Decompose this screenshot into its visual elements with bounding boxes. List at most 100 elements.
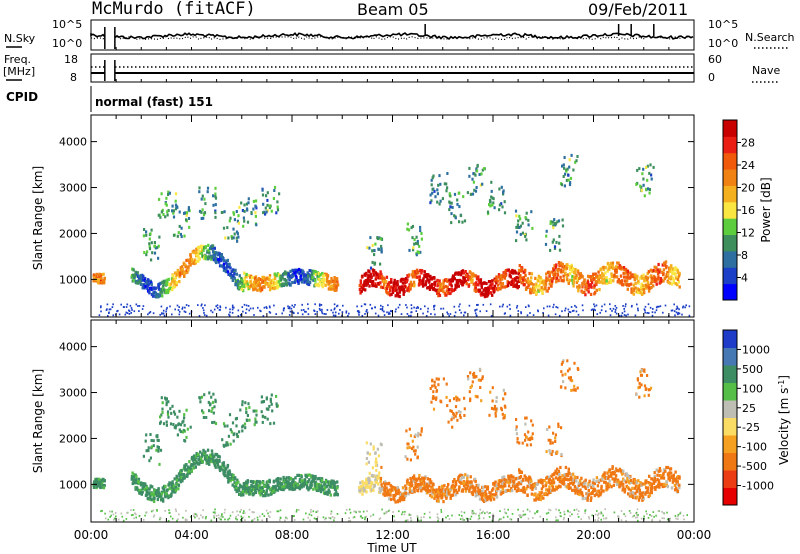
echo-cell xyxy=(555,240,558,244)
echo-cell xyxy=(412,280,416,284)
echo-cell xyxy=(410,304,413,306)
echo-cell xyxy=(526,484,529,488)
echo-cell xyxy=(185,408,188,412)
nsky-line xyxy=(90,32,694,40)
echo-cell xyxy=(255,223,258,227)
echo-cell xyxy=(210,309,212,312)
echo-cell xyxy=(600,280,603,284)
echo-cell xyxy=(650,491,653,495)
echo-cell xyxy=(237,480,240,484)
echo-cell xyxy=(471,177,474,181)
echo-cell xyxy=(630,287,633,291)
echo-cell xyxy=(666,466,670,470)
echo-cell xyxy=(620,480,623,484)
echo-cell xyxy=(336,486,339,490)
echo-cell xyxy=(179,480,182,484)
echo-cell xyxy=(568,271,572,276)
echo-cell xyxy=(551,240,554,244)
echo-cell xyxy=(563,184,566,188)
echo-cell xyxy=(521,477,525,482)
echo-cell xyxy=(300,278,303,282)
echo-cell xyxy=(187,217,191,220)
echo-cell xyxy=(253,484,256,488)
echo-cell xyxy=(301,313,304,316)
echo-cell xyxy=(398,497,402,501)
echo-cell xyxy=(285,476,288,480)
echo-cell xyxy=(551,449,554,453)
echo-cell xyxy=(217,260,221,264)
echo-cell xyxy=(325,272,328,276)
echo-cell xyxy=(641,495,645,499)
echo-cell xyxy=(406,442,409,446)
nsky-label: N.Sky xyxy=(4,32,36,45)
echo-cell xyxy=(166,410,170,414)
echo-cell xyxy=(264,282,268,286)
echo-cell xyxy=(164,291,168,295)
echo-cell xyxy=(161,401,164,405)
echo-cell xyxy=(429,201,432,205)
echo-cell xyxy=(218,264,222,268)
echo-cell xyxy=(495,487,498,491)
echo-cell xyxy=(278,273,281,277)
echo-cell xyxy=(495,407,498,411)
echo-cell xyxy=(466,476,469,480)
echo-cell xyxy=(562,274,565,278)
echo-cell xyxy=(232,236,235,240)
echo-cell xyxy=(632,275,635,279)
echo-cell xyxy=(504,478,508,482)
echo-cell xyxy=(153,496,156,500)
echo-cell xyxy=(227,470,230,474)
echo-cell xyxy=(568,165,571,169)
echo-cell xyxy=(273,185,277,189)
echo-cell xyxy=(419,268,422,273)
echo-cell xyxy=(154,286,157,290)
echo-cell xyxy=(232,227,235,231)
echo-cell xyxy=(275,313,277,315)
echo-cell xyxy=(365,310,367,313)
echo-cell xyxy=(453,478,456,482)
echo-cell xyxy=(510,475,514,479)
echo-cell xyxy=(468,166,471,170)
echo-cell xyxy=(635,490,639,494)
echo-cell xyxy=(166,213,169,217)
echo-cell xyxy=(556,220,559,224)
echo-cell xyxy=(153,244,156,248)
echo-cell xyxy=(519,217,522,221)
echo-cell xyxy=(586,280,590,284)
echo-cell xyxy=(507,474,510,478)
echo-cell xyxy=(493,206,496,210)
echo-cell xyxy=(517,219,520,223)
echo-cell xyxy=(293,484,296,488)
echo-cell xyxy=(586,485,590,489)
echo-cell xyxy=(571,488,574,492)
echo-cell xyxy=(385,275,389,279)
echo-cell xyxy=(591,308,594,311)
echo-cell xyxy=(163,494,167,498)
echo-cell xyxy=(251,276,254,280)
echo-cell xyxy=(564,172,567,176)
echo-cell xyxy=(506,305,509,308)
echo-cell xyxy=(554,433,557,437)
echo-cell xyxy=(503,481,506,486)
echo-cell xyxy=(147,497,150,501)
echo-cell xyxy=(647,481,650,485)
echo-cell xyxy=(496,488,499,492)
echo-cell xyxy=(674,470,677,474)
echo-cell xyxy=(177,483,181,487)
echo-cell xyxy=(644,486,648,490)
echo-cell xyxy=(286,485,290,489)
echo-cell xyxy=(333,276,336,280)
echo-cell xyxy=(655,266,658,270)
echo-cell xyxy=(473,371,476,375)
echo-cell xyxy=(171,279,174,283)
echo-cell xyxy=(398,294,401,299)
echo-cell xyxy=(479,183,482,187)
echo-cell xyxy=(632,288,635,292)
echo-cell xyxy=(314,278,317,283)
echo-cell xyxy=(106,303,109,306)
echo-cell xyxy=(270,279,274,283)
echo-cell xyxy=(520,281,523,285)
echo-cell xyxy=(549,438,552,442)
echo-cell xyxy=(404,285,407,289)
echo-cell xyxy=(646,281,650,285)
